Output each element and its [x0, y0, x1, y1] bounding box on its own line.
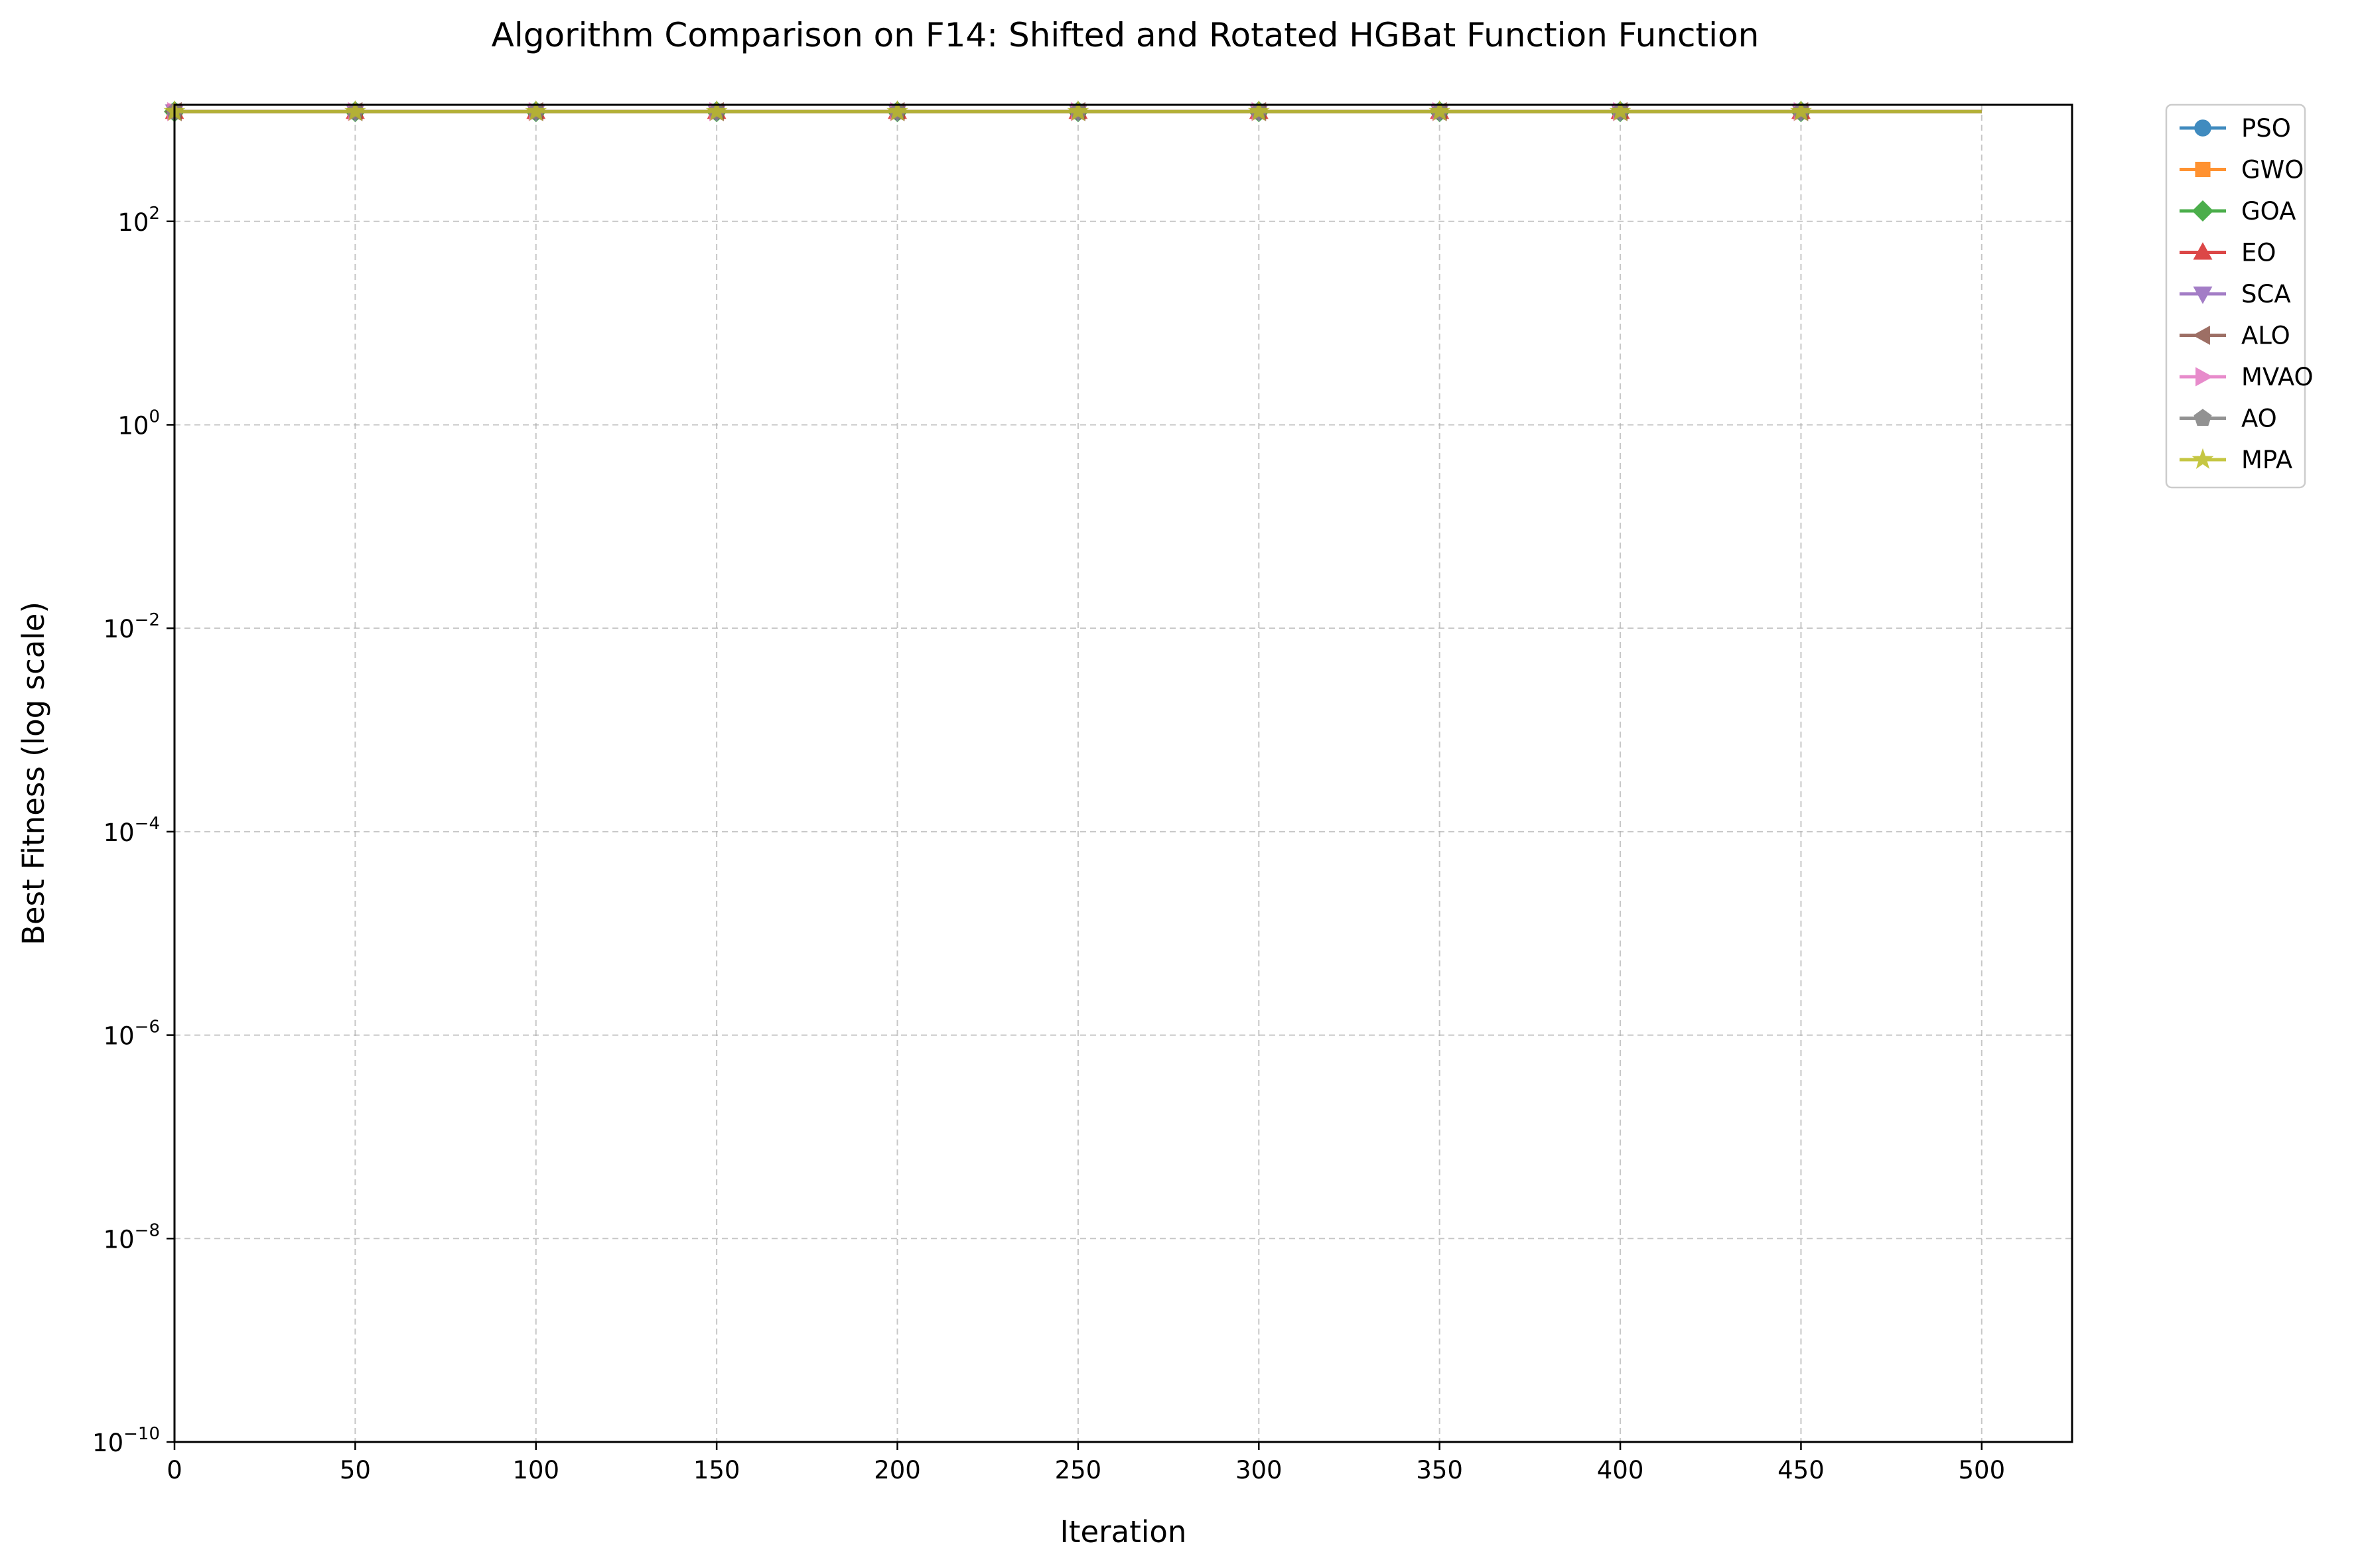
- series-marker: [1067, 100, 1089, 121]
- series-marker: [705, 100, 728, 121]
- x-tick-label: 300: [1235, 1456, 1283, 1484]
- y-tick-label: 10−6: [104, 1017, 160, 1051]
- series-marker: [1790, 100, 1812, 121]
- legend-marker: [2194, 119, 2211, 137]
- y-tick-base: 10: [104, 1225, 135, 1254]
- legend-label: GWO: [2241, 156, 2304, 184]
- y-tick-base: 10: [104, 818, 135, 847]
- legend-marker: [2191, 448, 2214, 469]
- y-tick-exponent: 2: [149, 204, 160, 224]
- legend: PSO GWO GOA EO SCA ALO MVAO AO MPA: [2165, 103, 2314, 489]
- chart-title: Algorithm Comparison on F14: Shifted and…: [492, 16, 1760, 54]
- y-tick-exponent: −10: [123, 1424, 160, 1444]
- legend-marker: [2193, 287, 2213, 304]
- y-tick-base: 10: [117, 411, 149, 440]
- y-tick-label: 10−4: [104, 814, 160, 847]
- legend-item-mpa: [2180, 448, 2226, 469]
- y-tick-label: 10−8: [104, 1220, 160, 1254]
- legend-item-goa: [2180, 200, 2226, 222]
- x-axis-label: Iteration: [1060, 1514, 1187, 1549]
- legend-marker: [2195, 161, 2211, 178]
- x-tick-label: 200: [874, 1456, 921, 1484]
- legend-label: PSO: [2241, 114, 2291, 143]
- legend-item-ao: [2180, 409, 2226, 426]
- legend-label: MVAO: [2241, 363, 2314, 391]
- x-tick-label: 0: [167, 1456, 182, 1484]
- legend-item-alo: [2180, 326, 2226, 345]
- legend-label: GOA: [2241, 197, 2296, 226]
- x-axis: 0 50 100 150 200 250 300 350 400 450 500: [167, 1442, 2005, 1484]
- legend-item-eo: [2180, 242, 2226, 260]
- legend-item-sca: [2180, 287, 2226, 304]
- legend-item-gwo: [2180, 161, 2226, 178]
- series-marker: [344, 100, 366, 121]
- series-marker: [886, 100, 908, 121]
- y-tick-exponent: −8: [135, 1220, 160, 1240]
- legend-label: EO: [2241, 239, 2276, 267]
- y-tick-label: 100: [117, 407, 160, 440]
- x-tick-label: 150: [693, 1456, 740, 1484]
- y-tick-base: 10: [92, 1429, 123, 1457]
- y-tick-exponent: 0: [149, 407, 160, 426]
- y-tick-base: 10: [117, 208, 149, 237]
- legend-marker: [2191, 200, 2214, 222]
- y-tick-label: 10−2: [104, 610, 160, 643]
- legend-label: MPA: [2241, 446, 2292, 474]
- legend-item-mvao: [2180, 367, 2226, 387]
- series-marker: [1609, 100, 1632, 121]
- legend-box: [2165, 103, 2306, 489]
- series-marker: [1428, 100, 1451, 121]
- y-tick-exponent: −6: [135, 1017, 160, 1037]
- legend-item-pso: [2180, 119, 2226, 137]
- y-tick-label: 10−10: [92, 1424, 160, 1457]
- legend-label: SCA: [2241, 280, 2291, 308]
- legend-label: AO: [2241, 405, 2277, 433]
- legend-marker: [2193, 409, 2212, 426]
- plot-frame: [173, 103, 2073, 1443]
- y-tick-label: 102: [117, 204, 160, 237]
- legend-marker: [2193, 242, 2213, 260]
- y-axis-label: Best Fitness (log scale): [16, 602, 51, 945]
- legend-label: ALO: [2241, 322, 2290, 350]
- x-tick-label: 250: [1055, 1456, 1102, 1484]
- x-tick-label: 350: [1416, 1456, 1463, 1484]
- y-tick-exponent: −2: [135, 610, 160, 630]
- series-lines: [163, 100, 1982, 123]
- grid-lines: [174, 105, 2072, 1442]
- series-marker: [1247, 100, 1270, 121]
- series-marker: [525, 100, 547, 121]
- x-tick-label: 100: [512, 1456, 559, 1484]
- x-tick-label: 450: [1777, 1456, 1825, 1484]
- x-tick-label: 400: [1597, 1456, 1644, 1484]
- y-tick-exponent: −4: [135, 814, 160, 834]
- legend-marker: [2195, 367, 2213, 387]
- x-tick-label: 500: [1958, 1456, 2005, 1484]
- legend-marker: [2192, 326, 2210, 345]
- x-tick-label: 50: [340, 1456, 371, 1484]
- y-tick-base: 10: [104, 1022, 135, 1051]
- y-tick-base: 10: [104, 615, 135, 643]
